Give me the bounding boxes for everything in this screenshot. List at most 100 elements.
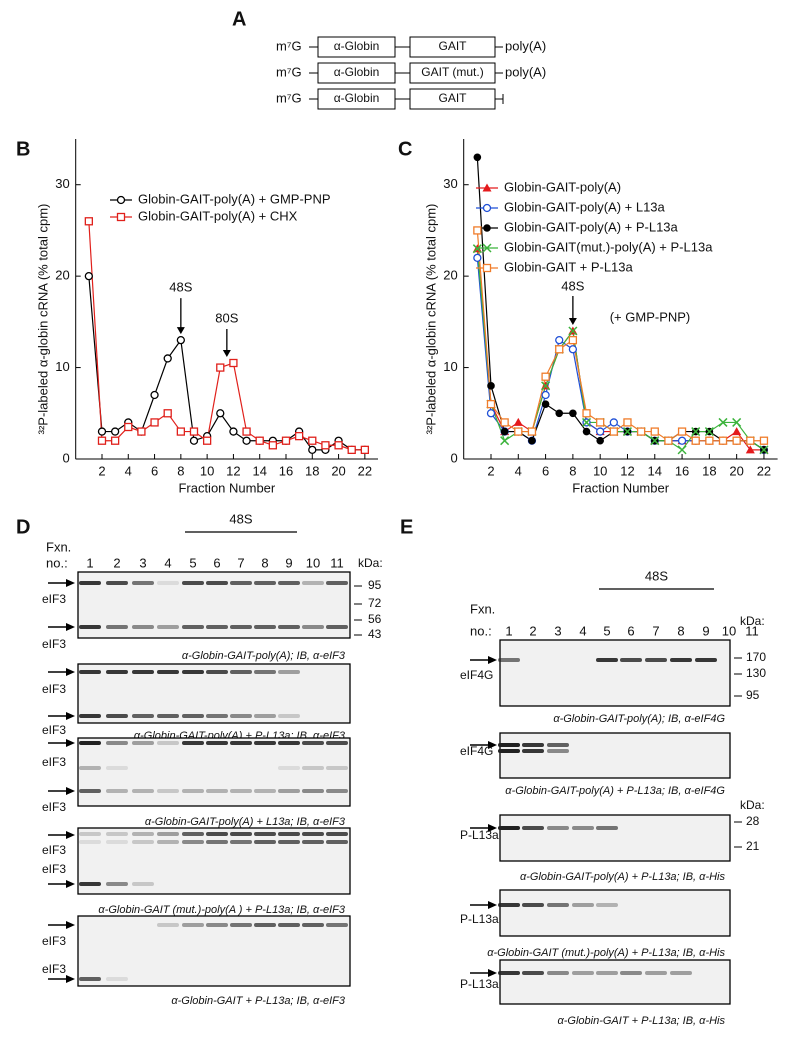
- band: [278, 840, 300, 844]
- data-point: [486, 409, 496, 418]
- data-point: [176, 427, 185, 436]
- blot-label: eIF3: [42, 962, 66, 976]
- data-point: [163, 354, 172, 363]
- data-point: [568, 335, 578, 345]
- band: [106, 625, 128, 629]
- data-point: [482, 263, 492, 273]
- kda-marker: 95: [368, 578, 382, 592]
- data-point: [124, 422, 133, 432]
- lane-number: 10: [722, 623, 736, 638]
- blot-label: P-L13a: [460, 828, 499, 842]
- lane-number: 4: [579, 623, 586, 638]
- band: [132, 882, 154, 886]
- lane-number: 2: [529, 623, 536, 638]
- band: [596, 971, 618, 975]
- data-point: [281, 436, 291, 445]
- arrow-head: [66, 921, 75, 929]
- band: [547, 743, 569, 747]
- panel-letter: E: [400, 516, 413, 538]
- fraction-label: no.:: [46, 555, 68, 570]
- blot-label: eIF3: [42, 637, 66, 651]
- blot-label: eIF3: [42, 755, 66, 769]
- kda-marker: 170: [746, 650, 766, 664]
- data-point: [569, 409, 577, 418]
- data-point: [582, 409, 591, 418]
- tail-label: poly(A): [505, 64, 546, 79]
- data-point: [759, 445, 769, 455]
- data-point: [650, 436, 660, 446]
- blot: [499, 889, 731, 937]
- band: [132, 581, 154, 585]
- lane-number: 2: [113, 555, 120, 570]
- data-point: [609, 418, 618, 427]
- band: [132, 670, 154, 674]
- x-tick-label: 14: [648, 463, 662, 478]
- data-point: [473, 253, 482, 263]
- band: [326, 923, 348, 927]
- band: [498, 971, 520, 975]
- blot-label: eIF3: [42, 800, 66, 814]
- band: [498, 903, 520, 907]
- panel-letter: B: [16, 138, 30, 160]
- band: [106, 741, 128, 745]
- band: [326, 789, 348, 793]
- data-point: [216, 409, 225, 418]
- band: [278, 581, 300, 585]
- arrow-head: [66, 579, 75, 587]
- data-point: [650, 427, 659, 436]
- x-tick-label: 16: [279, 463, 293, 478]
- data-point: [718, 417, 728, 427]
- blot-caption: α-Globin-GAIT-poly(A) + P-L13a; IB, α-eI…: [505, 785, 725, 797]
- data-point: [745, 445, 755, 454]
- band: [278, 766, 300, 770]
- band: [498, 826, 520, 830]
- data-point: [759, 436, 769, 445]
- annotation: (+ GMP-PNP): [610, 309, 691, 324]
- band: [182, 832, 204, 836]
- construct-label: GAIT: [438, 91, 467, 105]
- blot-caption: α-Globin-GAIT-poly(A); IB, α-eIF4G: [553, 713, 725, 725]
- band: [254, 840, 276, 844]
- band: [106, 977, 128, 981]
- data-point: [746, 436, 755, 445]
- data-point: [555, 335, 564, 345]
- band: [302, 581, 324, 585]
- band: [645, 971, 667, 975]
- data-point: [482, 183, 492, 192]
- band: [670, 971, 692, 975]
- kda-label: kDa:: [358, 556, 383, 570]
- lane-number: 11: [330, 555, 344, 570]
- data-point: [334, 441, 343, 450]
- band: [522, 971, 544, 975]
- lane-number: 1: [86, 555, 93, 570]
- data-point: [97, 427, 107, 436]
- band: [132, 832, 154, 836]
- panel-letter: D: [16, 516, 30, 538]
- band: [182, 670, 204, 674]
- data-point: [541, 390, 550, 400]
- series-line: [476, 230, 764, 442]
- blot-label: eIF4G: [460, 668, 493, 682]
- x-axis-label: Fraction Number: [572, 480, 669, 495]
- data-point: [568, 326, 578, 336]
- data-point: [582, 427, 591, 436]
- band: [278, 832, 300, 836]
- y-tick-label: 0: [450, 450, 457, 465]
- data-point: [483, 224, 491, 232]
- blot-caption: α-Globin-GAIT-poly(A); IB, α-eIF3: [182, 650, 346, 662]
- band: [106, 882, 128, 886]
- band: [230, 840, 252, 844]
- lane-number: 5: [189, 555, 196, 570]
- band: [620, 658, 642, 662]
- band: [645, 658, 667, 662]
- band: [79, 670, 101, 674]
- band: [230, 625, 252, 629]
- band: [254, 670, 276, 674]
- data-point: [473, 153, 482, 162]
- data-point: [308, 445, 317, 455]
- data-point: [677, 445, 687, 455]
- data-point: [596, 436, 604, 445]
- series-line: [88, 276, 365, 451]
- x-tick-label: 4: [515, 463, 522, 478]
- lane-number: 6: [213, 555, 220, 570]
